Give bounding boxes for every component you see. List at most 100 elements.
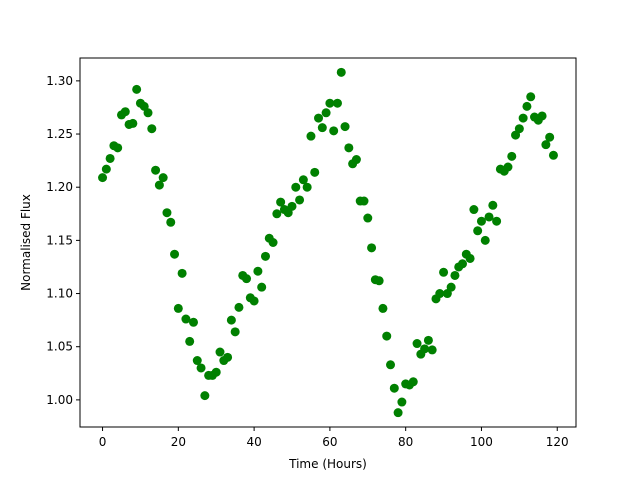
data-point [192, 356, 202, 366]
y-tick-label: 1.15 [46, 233, 73, 247]
data-point [458, 259, 468, 269]
data-point [306, 131, 316, 141]
data-point [260, 251, 270, 261]
data-points [98, 67, 558, 418]
data-point [340, 122, 350, 132]
data-point [120, 107, 130, 117]
data-point [154, 180, 164, 190]
data-point [302, 182, 312, 192]
data-point [196, 363, 206, 373]
y-tick-label: 1.10 [46, 287, 73, 301]
data-point [132, 84, 142, 94]
y-tick-label: 1.20 [46, 180, 73, 194]
data-point [541, 140, 551, 150]
y-tick-label: 1.05 [46, 340, 73, 354]
data-point [310, 167, 320, 177]
data-point [185, 336, 195, 346]
data-point [215, 347, 225, 357]
data-point [317, 123, 327, 133]
data-point [336, 67, 346, 77]
data-point [143, 108, 153, 118]
data-point [325, 98, 335, 108]
data-point [518, 113, 528, 123]
data-point [465, 253, 475, 263]
data-point [382, 331, 392, 341]
data-point [332, 98, 342, 108]
x-tick-label: 40 [246, 435, 261, 449]
y-tick-label: 1.30 [46, 74, 73, 88]
data-point [526, 92, 536, 102]
plot-frame [79, 57, 577, 428]
data-point [166, 217, 176, 227]
data-point [545, 132, 555, 142]
y-axis-ticks: 1.00 1.05 1.10 1.15 1.20 1.25 1.30 [46, 74, 80, 407]
data-point [253, 266, 263, 276]
data-point [181, 314, 191, 324]
x-tick-label: 60 [322, 435, 337, 449]
data-point [427, 345, 437, 355]
data-point [420, 344, 430, 354]
data-point [492, 216, 502, 226]
x-tick-label: 0 [99, 435, 107, 449]
data-point [488, 200, 498, 210]
data-point [367, 243, 377, 253]
data-point [473, 226, 483, 236]
data-point [321, 108, 331, 118]
data-point [151, 165, 161, 175]
x-tick-label: 100 [470, 435, 493, 449]
data-point [113, 143, 123, 153]
data-point [344, 143, 354, 153]
data-point [314, 113, 324, 123]
x-axis-ticks: 0 20 40 60 80 100 120 [99, 427, 569, 449]
data-point [298, 175, 308, 185]
data-point [226, 315, 236, 325]
x-tick-label: 20 [171, 435, 186, 449]
data-point [351, 155, 361, 165]
data-point [147, 124, 157, 134]
data-point [450, 270, 460, 280]
y-tick-label: 1.25 [46, 127, 73, 141]
data-point [359, 196, 369, 206]
data-point [291, 182, 301, 192]
y-axis-label: Normalised Flux [19, 194, 33, 291]
data-point [435, 289, 445, 299]
data-point [503, 162, 513, 172]
data-point [522, 101, 532, 111]
data-point [446, 282, 456, 292]
data-point [423, 335, 433, 345]
data-point [295, 195, 305, 205]
data-point [234, 302, 244, 312]
data-point [98, 173, 108, 183]
data-point [514, 124, 524, 134]
data-point [170, 249, 180, 259]
data-point [374, 276, 384, 286]
data-point [412, 339, 422, 349]
data-point [548, 150, 558, 160]
data-point [276, 197, 286, 207]
data-point [158, 173, 168, 183]
data-point [393, 408, 403, 418]
data-point [268, 238, 278, 247]
data-point [101, 164, 111, 174]
data-point [128, 118, 138, 128]
x-tick-label: 80 [398, 435, 413, 449]
data-point [378, 303, 388, 313]
data-point [386, 360, 396, 370]
data-point [363, 213, 373, 223]
data-point [223, 352, 233, 362]
data-point [480, 235, 490, 245]
data-point [200, 391, 210, 401]
data-point [177, 268, 187, 278]
data-point [469, 205, 479, 215]
data-point [173, 303, 183, 313]
x-tick-label: 120 [546, 435, 569, 449]
data-point [439, 267, 449, 277]
data-point [249, 296, 259, 306]
data-point [476, 216, 486, 226]
data-point [287, 201, 297, 211]
data-point [257, 282, 267, 292]
data-point [162, 208, 172, 218]
data-point [537, 111, 547, 121]
data-point [242, 274, 252, 284]
